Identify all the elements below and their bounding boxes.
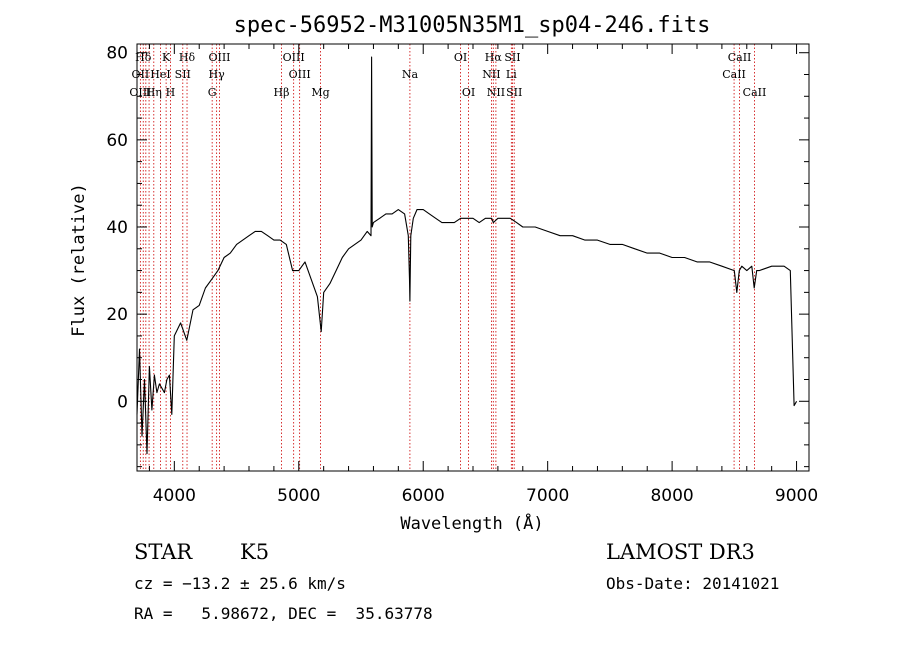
- line-label: CaII: [722, 68, 746, 81]
- line-label: OII: [132, 68, 150, 81]
- line-label: CaII: [728, 51, 752, 64]
- y-tick-label: 80: [106, 44, 128, 64]
- line-label: NII: [487, 86, 505, 99]
- line-label: OIII: [208, 51, 230, 64]
- y-tick-label: 20: [106, 305, 128, 325]
- line-label: OI: [454, 51, 467, 64]
- line-label: Li: [506, 68, 517, 81]
- line-label: OIII: [283, 51, 305, 64]
- observation-date: Obs-Date: 20141021: [606, 574, 780, 593]
- line-label: CaII: [743, 86, 767, 99]
- line-label: SII: [504, 51, 520, 64]
- line-label: G: [208, 86, 217, 99]
- line-label: Hδ: [179, 51, 196, 64]
- object-subclass: K5: [240, 540, 270, 564]
- x-tick-label: 5000: [277, 486, 320, 506]
- x-tick-label: 8000: [650, 486, 693, 506]
- y-tick-label: 0: [117, 392, 128, 412]
- y-tick-label: 40: [106, 218, 128, 238]
- survey-name: LAMOST DR3: [606, 540, 755, 564]
- line-label: HeI: [150, 68, 170, 81]
- line-label: Hη: [146, 86, 162, 99]
- coordinates: RA = 5.98672, DEC = 35.63778: [134, 604, 433, 623]
- redshift-cz: cz = −13.2 ± 25.6 km/s: [134, 574, 346, 593]
- x-tick-label: 4000: [153, 486, 196, 506]
- plot-frame: [136, 43, 810, 472]
- line-label: SII: [175, 68, 191, 81]
- x-tick-label: 7000: [526, 486, 569, 506]
- line-label: Hγ: [209, 68, 226, 81]
- line-label: Na: [402, 68, 419, 81]
- y-axis-label: Flux (relative): [69, 183, 89, 337]
- line-label: OI: [462, 86, 475, 99]
- line-label: Hα: [485, 51, 503, 64]
- y-tick-label: 60: [106, 131, 128, 151]
- object-type: STAR: [134, 540, 193, 564]
- line-label: Hβ: [274, 86, 290, 99]
- axes-group: 4000 5000 6000 7000 8000 9000 0 20 40 60 80: [106, 44, 818, 506]
- x-tick-label: 6000: [402, 486, 445, 506]
- series-flux-line: [136, 56, 798, 455]
- line-label: H: [166, 86, 176, 99]
- x-tick-label: 9000: [775, 486, 818, 506]
- x-axis-label: Wavelength (Å): [400, 512, 543, 534]
- line-label: SII: [506, 86, 522, 99]
- line-label: OIII: [289, 68, 311, 81]
- line-label: Mg: [311, 86, 329, 99]
- line-label: Hδ: [135, 51, 152, 64]
- series-group: [136, 56, 798, 455]
- line-label: NII: [482, 68, 500, 81]
- spectral-line-markers: [139, 44, 755, 471]
- line-label: OIII: [129, 86, 151, 99]
- line-label: K: [162, 51, 171, 64]
- chart-title: spec-56952-M31005N35M1_sp04-246.fits: [234, 13, 711, 38]
